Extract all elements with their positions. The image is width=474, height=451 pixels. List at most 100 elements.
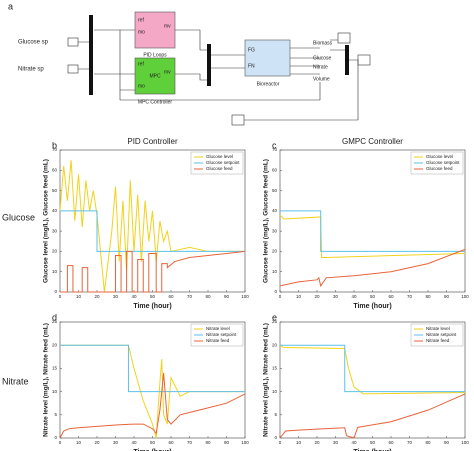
y-tick-label: 60: [272, 167, 278, 172]
y-tick-label: 0: [274, 435, 277, 440]
output-label: Volume: [313, 76, 330, 82]
x-tick-label: 80: [425, 294, 431, 299]
port-label: ref: [138, 61, 144, 67]
chart-title: PID Controller: [127, 137, 178, 146]
y-tick-label: 25: [272, 319, 278, 324]
port-label: mo: [138, 83, 145, 89]
legend-box: [410, 323, 464, 347]
block-caption: PID Loops: [143, 52, 167, 58]
input-label: Nitrate sp: [18, 67, 44, 73]
y-axis-label: Nitrate level (mg/L), Nitrate feed (mL): [263, 323, 270, 437]
legend-label: Glucose level: [426, 154, 453, 159]
series-line: [60, 210, 245, 252]
series-line: [279, 344, 466, 395]
block-caption: Bioreactor: [257, 81, 280, 87]
legend-label: Nitrate setpoint: [206, 332, 237, 337]
x-tick-label: 30: [113, 294, 119, 299]
series-line: [59, 372, 246, 439]
x-tick-label: 10: [76, 440, 82, 445]
x-axis-label: Time (hour): [133, 303, 171, 310]
x-tick-label: 10: [296, 440, 302, 445]
y-tick-label: 20: [52, 342, 58, 347]
panel-label: b: [52, 140, 57, 150]
legend-box: [410, 151, 464, 175]
block-caption: MPC Controller: [138, 99, 173, 105]
legend-label: Nitrate level: [426, 326, 450, 331]
x-axis-label: Time (hour): [353, 303, 391, 310]
simulink-diagram: a Glucose sp Nitrate sp ref mo mv PID Lo…: [8, 1, 371, 126]
series-line: [60, 344, 245, 439]
x-tick-label: 90: [444, 294, 450, 299]
series-line: [60, 344, 245, 393]
y-tick-label: 50: [52, 188, 58, 193]
y-tick-label: 15: [52, 366, 58, 371]
bioreactor-block: [244, 39, 291, 77]
y-tick-label: 10: [272, 269, 278, 274]
y-axis-label: Nitrate level (mg/L), Nitrate feed (mL): [43, 323, 50, 437]
x-tick-label: 70: [407, 440, 413, 445]
legend-label: Nitrate feed: [206, 338, 230, 343]
x-tick-label: 30: [113, 440, 119, 445]
y-tick-label: 25: [52, 319, 58, 324]
row-label: Glucose: [2, 212, 35, 222]
y-tick-label: 70: [272, 147, 278, 152]
y-axis-label: Glucose level (mg/L), Glucose feed (mL): [43, 159, 50, 283]
x-axis-label: Time (hour): [353, 449, 391, 451]
x-tick-label: 40: [351, 440, 357, 445]
bus: [89, 15, 93, 95]
x-tick-label: 40: [131, 294, 137, 299]
x-tick-label: 80: [205, 294, 211, 299]
port-label: FN: [248, 63, 255, 69]
output-label: Biomass: [313, 40, 333, 46]
x-tick-label: 20: [94, 440, 100, 445]
x-tick-label: 20: [94, 294, 100, 299]
x-tick-label: 30: [333, 440, 339, 445]
panel-label: e: [272, 312, 277, 322]
legend-label: Nitrate setpoint: [426, 332, 457, 337]
y-tick-label: 40: [52, 208, 58, 213]
x-tick-label: 50: [150, 294, 156, 299]
chart-title: GMPC Controller: [342, 137, 403, 146]
legend-label: Nitrate feed: [426, 338, 450, 343]
x-tick-label: 100: [241, 294, 249, 299]
y-tick-label: 20: [52, 249, 58, 254]
x-tick-label: 30: [333, 294, 339, 299]
series-line: [279, 393, 466, 439]
legend-label: Glucose level: [206, 154, 233, 159]
output-label: Nitrate: [313, 64, 328, 70]
x-tick-label: 60: [168, 294, 174, 299]
port-label: ref: [138, 17, 144, 23]
x-tick-label: 10: [296, 294, 302, 299]
x-tick-label: 70: [407, 294, 413, 299]
x-tick-label: 20: [314, 440, 320, 445]
scope: [357, 54, 371, 66]
x-tick-label: 50: [150, 440, 156, 445]
y-tick-label: 0: [54, 289, 57, 294]
y-tick-label: 10: [272, 389, 278, 394]
x-axis-label: Time (hour): [133, 449, 171, 451]
constant-block: [67, 37, 79, 47]
series-line: [280, 344, 465, 393]
x-tick-label: 10: [76, 294, 82, 299]
legend-label: Glucose setpoint: [426, 160, 460, 165]
x-tick-label: 90: [444, 440, 450, 445]
row-label: Nitrate: [2, 376, 29, 386]
connector: [78, 29, 359, 121]
legend-label: Nitrate level: [206, 326, 230, 331]
x-tick-label: 40: [131, 440, 137, 445]
y-tick-label: 20: [272, 342, 278, 347]
y-tick-label: 10: [52, 389, 58, 394]
y-tick-label: 15: [272, 366, 278, 371]
scope: [337, 32, 351, 44]
x-tick-label: 0: [279, 440, 282, 445]
y-tick-label: 20: [272, 249, 278, 254]
x-tick-label: 80: [205, 440, 211, 445]
series-line: [280, 210, 465, 252]
port-label: mv: [164, 69, 171, 75]
series-line: [60, 250, 246, 293]
bus: [345, 45, 349, 75]
x-tick-label: 50: [370, 440, 376, 445]
x-tick-label: 90: [224, 294, 230, 299]
y-tick-label: 0: [54, 435, 57, 440]
port-label: mv: [164, 23, 171, 29]
